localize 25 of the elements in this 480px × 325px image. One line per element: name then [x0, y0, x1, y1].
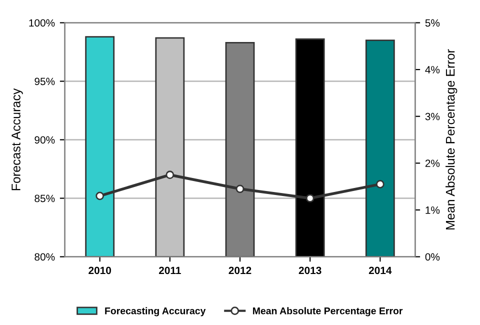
y2-axis-title: Mean Absolute Percentage Error [446, 49, 458, 230]
y2-tick-label: 1% [426, 206, 440, 214]
y-tick-label: 95% [34, 78, 55, 86]
y2-tick-label: 4% [425, 66, 440, 74]
y-axis-title: Forecast Accuracy [12, 88, 23, 190]
y2-tick-label: 3% [425, 112, 440, 120]
point [376, 180, 384, 188]
y-tick-label: 85% [34, 194, 55, 202]
y-tick-label: 90% [34, 136, 55, 144]
x-tick-label: 2012 [228, 266, 252, 274]
x-tick-label: 2011 [158, 266, 181, 274]
y-tick-label: 100% [29, 19, 55, 27]
point [96, 192, 104, 200]
legend-label: Forecasting Accuracy [105, 307, 206, 316]
point [306, 194, 314, 202]
legend-label: Mean Absolute Percentage Error [253, 307, 403, 316]
y-tick-label: 80% [34, 253, 55, 261]
y2-tick-label: 5% [425, 19, 440, 27]
point [166, 170, 174, 180]
point [236, 184, 244, 194]
y2-tick-label: 2% [425, 160, 440, 167]
x-tick-label: 2014 [368, 266, 392, 274]
y2-tick-label: 0% [425, 253, 440, 261]
x-tick-label: 2013 [298, 266, 322, 274]
x-tick-label: 2010 [88, 266, 111, 274]
